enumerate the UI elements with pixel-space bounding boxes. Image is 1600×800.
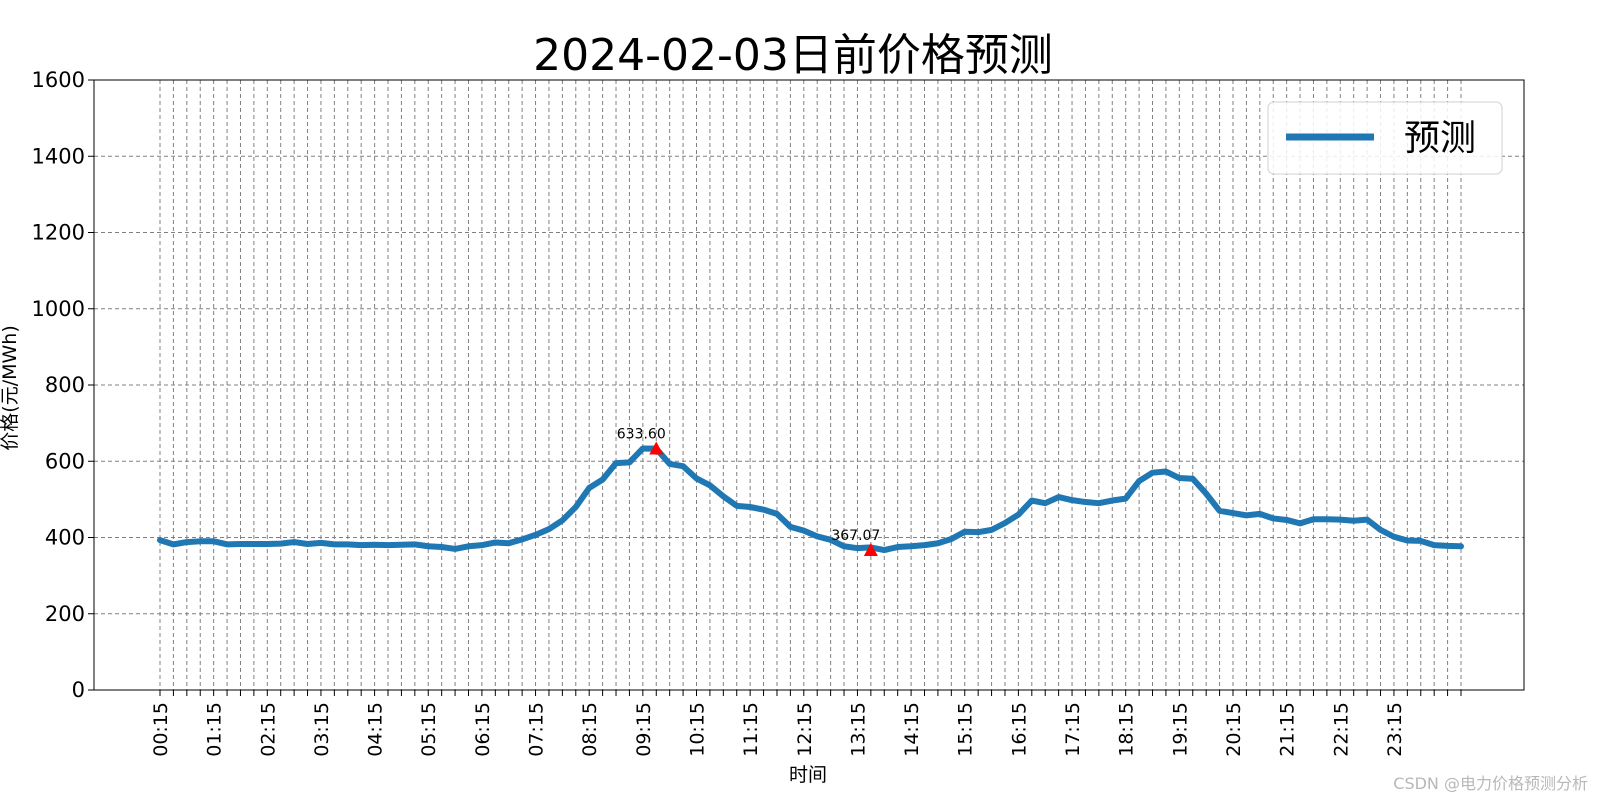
x-tick-label: 15:15 <box>955 702 977 757</box>
series-line-forecast <box>157 445 1464 554</box>
y-tick-label: 0 <box>72 678 85 702</box>
annotation-label-min: 367.07 <box>831 528 880 544</box>
x-tick-label: 05:15 <box>418 702 440 757</box>
x-tick-label: 14:15 <box>901 702 923 757</box>
annotation-marker-min <box>863 543 878 557</box>
annotation-label-max: 633.60 <box>617 426 666 442</box>
x-tick-label: 21:15 <box>1277 702 1299 757</box>
x-tick-label: 22:15 <box>1330 702 1352 757</box>
y-tick-label: 200 <box>45 602 85 626</box>
x-tick-label: 03:15 <box>311 702 333 757</box>
legend: 预测 <box>1267 101 1503 175</box>
y-tick-label: 1000 <box>32 297 85 321</box>
y-tick-label: 800 <box>45 373 85 397</box>
x-tick-label: 11:15 <box>740 702 762 757</box>
x-tick-label: 06:15 <box>472 702 494 757</box>
x-tick-label: 08:15 <box>579 702 601 757</box>
x-tick-label: 12:15 <box>794 702 816 757</box>
y-axis-ticks: 0 200 400 600 800 1000 1200 1400 1600 <box>32 68 94 702</box>
x-tick-label: 23:15 <box>1384 702 1406 757</box>
x-tick-label: 20:15 <box>1223 702 1245 757</box>
x-tick-label: 09:15 <box>633 702 655 757</box>
series-layer <box>157 445 1464 554</box>
annotation-layer: 633.60 367.07 <box>617 426 880 557</box>
y-tick-label: 600 <box>45 449 85 473</box>
y-tick-label: 1400 <box>32 144 85 168</box>
y-tick-label: 400 <box>45 526 85 550</box>
x-tick-label: 02:15 <box>257 702 279 757</box>
x-tick-label: 04:15 <box>365 702 387 757</box>
grid-lines <box>94 79 1524 691</box>
x-tick-label: 01:15 <box>204 702 226 757</box>
y-tick-label: 1200 <box>32 221 85 245</box>
x-tick-label: 17:15 <box>1062 702 1084 757</box>
x-tick-label: 00:15 <box>150 702 172 757</box>
y-tick-label: 1600 <box>32 68 85 92</box>
x-tick-label: 19:15 <box>1169 702 1191 757</box>
y-axis-label: 价格(元/MWh) <box>0 325 21 450</box>
x-tick-label: 07:15 <box>526 702 548 757</box>
legend-box <box>1267 101 1503 175</box>
annotation-marker-max <box>649 441 664 455</box>
chart-title: 2024-02-03日前价格预测 <box>533 30 1053 81</box>
legend-label: 预测 <box>1404 118 1476 159</box>
x-axis-ticks: 00:15 01:15 02:15 03:15 04:15 05:15 06:15 07:15… <box>150 690 1462 757</box>
x-tick-label: 18:15 <box>1116 702 1138 757</box>
x-tick-label: 16:15 <box>1008 702 1030 757</box>
x-tick-label: 13:15 <box>847 702 869 757</box>
watermark: CSDN @电力价格预测分析 <box>1393 774 1588 793</box>
x-axis-label: 时间 <box>789 764 827 786</box>
x-tick-label: 10:15 <box>686 702 708 757</box>
